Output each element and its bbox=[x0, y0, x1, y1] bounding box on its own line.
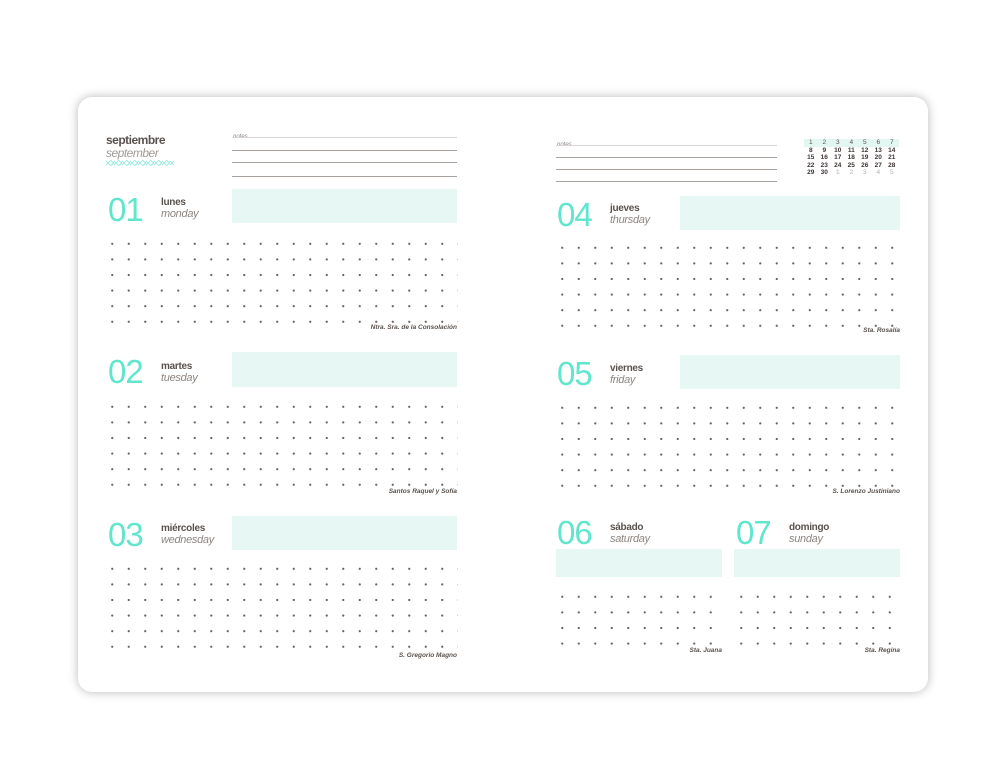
mini-calendar-day: 28 bbox=[888, 161, 896, 169]
mini-calendar-day: 27 bbox=[874, 161, 882, 169]
mini-calendar-day: 22 bbox=[807, 161, 815, 169]
weekday-en: friday bbox=[610, 374, 636, 386]
wave-decoration bbox=[106, 160, 174, 166]
mini-calendar-day: 3 bbox=[835, 139, 840, 146]
saint-of-day: S. Gregorio Magno bbox=[398, 652, 457, 659]
dot-grid-area[interactable] bbox=[554, 589, 724, 651]
weekday-en: saturday bbox=[610, 533, 650, 545]
mini-calendar-day: 16 bbox=[820, 154, 828, 161]
day-number: 01 bbox=[108, 191, 144, 228]
day-number: 04 bbox=[557, 196, 593, 233]
mini-calendar-day: 13 bbox=[874, 146, 882, 154]
mini-calendar-day: 23 bbox=[820, 161, 828, 169]
mini-calendar-day: 10 bbox=[834, 146, 842, 154]
dot-grid-area[interactable] bbox=[554, 400, 902, 494]
mini-calendar-day: 30 bbox=[820, 169, 828, 176]
weekday-es: miércoles bbox=[161, 523, 205, 534]
weekday-en: monday bbox=[161, 208, 199, 220]
notes-line bbox=[232, 162, 457, 163]
weekday-en: thursday bbox=[610, 214, 650, 226]
day-highlight-box[interactable] bbox=[680, 196, 900, 230]
mini-calendar-day: 2 bbox=[849, 169, 854, 176]
saint-of-day: Ntra. Sra. de la Consolación bbox=[370, 324, 457, 331]
day-highlight-box[interactable] bbox=[680, 355, 900, 389]
mini-calendar-week: 1 2 3 4 5 6 7 bbox=[804, 139, 899, 147]
notes-line bbox=[232, 176, 457, 177]
mini-calendar-day: 24 bbox=[834, 161, 842, 169]
dot-grid-area[interactable] bbox=[104, 561, 458, 655]
day-number: 03 bbox=[108, 516, 144, 553]
saint-of-day: Sta. Rosalía bbox=[863, 327, 900, 334]
mini-calendar-day: 5 bbox=[862, 139, 867, 146]
notes-line bbox=[556, 169, 777, 170]
mini-calendar-day: 5 bbox=[889, 169, 894, 176]
weekday-en: tuesday bbox=[161, 372, 198, 384]
mini-calendar-day: 21 bbox=[888, 154, 896, 161]
weekday-en: wednesday bbox=[161, 534, 214, 546]
dot-grid-area[interactable] bbox=[554, 240, 902, 334]
notes-line bbox=[556, 145, 777, 146]
day-highlight-box[interactable] bbox=[232, 189, 457, 223]
saint-of-day: Santos Raquel y Sofía bbox=[388, 488, 457, 495]
weekday-es: sábado bbox=[610, 522, 644, 533]
notes-line bbox=[556, 181, 777, 182]
mini-calendar-day: 15 bbox=[807, 154, 815, 161]
mini-calendar-day: 3 bbox=[862, 169, 867, 176]
mini-calendar-day: 14 bbox=[888, 146, 896, 154]
dot-grid-area[interactable] bbox=[104, 399, 458, 493]
saint-of-day: Sta. Regina bbox=[864, 647, 900, 654]
weekday-es: domingo bbox=[789, 522, 830, 533]
mini-calendar-week: 29 30 1 2 3 4 5 bbox=[804, 169, 899, 177]
mini-calendar: 1 2 3 4 5 6 7 8 9 10 11 12 13 14 15 16 17 18 19 20 21 22 23 24 2… bbox=[804, 139, 899, 177]
day-number: 06 bbox=[557, 514, 593, 551]
month-title-en: september bbox=[106, 146, 159, 160]
day-highlight-box[interactable] bbox=[232, 516, 457, 550]
weekday-es: viernes bbox=[610, 363, 643, 374]
mini-calendar-day: 12 bbox=[861, 146, 869, 154]
mini-calendar-day: 29 bbox=[807, 169, 815, 176]
day-highlight-box[interactable] bbox=[232, 352, 457, 387]
notes-line bbox=[232, 137, 457, 138]
mini-calendar-day: 18 bbox=[847, 154, 855, 161]
mini-calendar-day: 11 bbox=[847, 146, 855, 154]
mini-calendar-day: 20 bbox=[874, 154, 882, 161]
day-highlight-box[interactable] bbox=[734, 549, 900, 577]
mini-calendar-day: 4 bbox=[876, 169, 881, 176]
mini-calendar-day: 9 bbox=[822, 146, 827, 154]
mini-calendar-day: 1 bbox=[808, 139, 813, 146]
mini-calendar-day: 2 bbox=[822, 139, 827, 146]
mini-calendar-day: 19 bbox=[861, 154, 869, 161]
weekday-es: jueves bbox=[610, 203, 640, 214]
mini-calendar-week: 22 23 24 25 26 27 28 bbox=[804, 162, 899, 170]
mini-calendar-day: 6 bbox=[876, 139, 881, 146]
notes-line bbox=[232, 150, 457, 151]
day-number: 07 bbox=[736, 514, 772, 551]
weekday-es: lunes bbox=[161, 197, 186, 208]
mini-calendar-day: 7 bbox=[889, 139, 894, 146]
notes-line bbox=[556, 157, 777, 158]
saint-of-day: S. Lorenzo Justiniano bbox=[832, 488, 900, 495]
mini-calendar-day: 4 bbox=[849, 139, 854, 146]
saint-of-day: Sta. Juana bbox=[689, 647, 722, 654]
weekday-en: sunday bbox=[789, 533, 823, 545]
mini-calendar-week: 8 9 10 11 12 13 14 bbox=[804, 147, 899, 155]
mini-calendar-day: 25 bbox=[847, 161, 855, 169]
day-number: 05 bbox=[557, 355, 593, 392]
weekday-es: martes bbox=[161, 361, 192, 372]
day-highlight-box[interactable] bbox=[556, 549, 722, 577]
mini-calendar-day: 1 bbox=[835, 169, 840, 176]
day-number: 02 bbox=[108, 353, 144, 390]
mini-calendar-week: 15 16 17 18 19 20 21 bbox=[804, 154, 899, 162]
dot-grid-area[interactable] bbox=[733, 589, 902, 651]
mini-calendar-day: 8 bbox=[808, 146, 813, 154]
mini-calendar-day: 17 bbox=[834, 154, 842, 161]
mini-calendar-day: 26 bbox=[861, 161, 869, 169]
month-title-es: septiembre bbox=[106, 133, 166, 147]
dot-grid-area[interactable] bbox=[104, 236, 458, 330]
